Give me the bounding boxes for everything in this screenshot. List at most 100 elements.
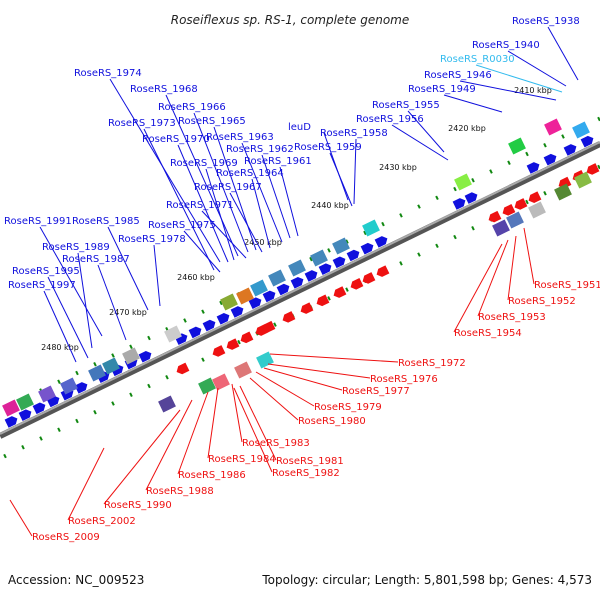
leader-line (97, 264, 127, 341)
forward-gene-arrow (580, 135, 594, 148)
leader-line (443, 94, 503, 113)
scale-dot (201, 309, 205, 314)
reverse-gene-arrow (558, 176, 572, 189)
reverse-gene-arrow (350, 277, 364, 290)
scale-dot (147, 335, 151, 341)
reverse-gene-label: RoseRS_2002 (68, 516, 136, 527)
leader-line (249, 377, 299, 421)
forward-gene-label: leuD (288, 122, 311, 133)
reverse-gene-arrow (282, 311, 296, 323)
scale-dot (75, 418, 79, 424)
scale-dot (219, 300, 223, 306)
forward-gene-label: RoseRS_1940 (472, 40, 540, 51)
leader-line (547, 26, 579, 81)
scale-dot (3, 453, 7, 459)
leader-line (261, 154, 291, 239)
leader-line (233, 387, 273, 473)
forward-gene-arrow (230, 306, 244, 318)
reverse-gene-arrow (376, 265, 390, 277)
forward-gene-arrow (216, 312, 230, 325)
forward-gene-label: RoseRS_1966 (158, 102, 226, 113)
forward-gene-label: RoseRS_1959 (294, 142, 362, 153)
reverse-gene-label: RoseRS_1972 (398, 358, 466, 369)
leader-line (241, 142, 283, 243)
reverse-gene-label: RoseRS_2009 (32, 532, 100, 543)
forward-gene-label: RoseRS_1967 (194, 182, 262, 193)
reverse-gene-arrow (300, 302, 314, 314)
forward-gene-label: RoseRS_1991 (4, 216, 72, 227)
forward-gene-label: RoseRS_1975 (148, 220, 216, 231)
forward-gene-arrow (563, 144, 577, 156)
scale-dot (327, 296, 331, 301)
leader-line (107, 226, 149, 311)
leader-line-layer (9, 26, 579, 537)
leader-line (193, 112, 249, 253)
scale-dot (129, 344, 133, 349)
reverse-gene-arrow (262, 320, 276, 333)
scale-dot (525, 199, 529, 205)
forward-gene-arrow (290, 276, 304, 289)
scale-dot (147, 383, 151, 389)
leader-line (507, 50, 567, 87)
forward-gene-arrow (318, 263, 332, 275)
gene-domain-block (310, 249, 328, 267)
scale-dot (417, 204, 421, 209)
scale-dot (453, 186, 457, 192)
gene-domain-block (362, 219, 380, 237)
leader-line (353, 138, 357, 205)
forward-gene-label: RoseRS_R0030 (440, 54, 515, 65)
scale-dot (183, 318, 187, 323)
gene-domain-block (492, 219, 510, 237)
forward-gene-label: RoseRS_1969 (170, 158, 238, 169)
forward-gene-arrow (262, 290, 276, 303)
leader-line (255, 371, 315, 407)
forward-gene-label: RoseRS_1973 (108, 118, 176, 129)
leader-line (279, 166, 299, 237)
leader-line (153, 244, 161, 307)
reverse-gene-arrow (212, 345, 226, 357)
scale-dot (93, 362, 97, 367)
leader-line (47, 276, 89, 359)
forward-gene-arrow (138, 350, 152, 363)
gene-domain-block (198, 377, 216, 395)
leader-line (239, 385, 277, 461)
forward-gene-label: RoseRS_1946 (424, 70, 492, 81)
scale-mark-label: 2480 kbp (41, 343, 79, 352)
scale-dot (93, 410, 97, 415)
reverse-gene-arrow (316, 294, 330, 307)
forward-gene-label: RoseRS_1938 (512, 16, 580, 27)
scale-dot (57, 427, 61, 433)
forward-gene-arrow (526, 162, 540, 174)
reverse-gene-label: RoseRS_1953 (478, 312, 546, 323)
reverse-gene-label: RoseRS_1977 (342, 386, 410, 397)
genome-summary-text: Topology: circular; Length: 5,801,598 bp… (262, 573, 592, 587)
reverse-gene-label: RoseRS_1952 (508, 296, 576, 307)
scale-mark-label: 2410 kbp (514, 86, 552, 95)
map-title: Roseiflexus sp. RS-1, complete genome (171, 13, 410, 27)
forward-gene-arrow (32, 402, 46, 415)
reverse-gene-label: RoseRS_1980 (298, 416, 366, 427)
leader-line (251, 178, 271, 249)
gene-domain-block (2, 399, 20, 417)
reverse-gene-label: RoseRS_1988 (146, 486, 214, 497)
forward-gene-label: RoseRS_1997 (8, 280, 76, 291)
gene-domain-block (38, 385, 56, 403)
forward-gene-arrow (304, 270, 318, 282)
scale-dot (75, 370, 79, 376)
scale-dot (507, 160, 511, 166)
forward-gene-arrow (248, 297, 262, 310)
forward-gene-label: RoseRS_1958 (320, 128, 388, 139)
leader-line (269, 353, 399, 363)
forward-gene-label: RoseRS_1985 (72, 216, 140, 227)
forward-gene-label: RoseRS_1978 (118, 234, 186, 245)
forward-gene-arrow (4, 416, 18, 428)
scale-dot (327, 248, 331, 253)
leader-line (145, 399, 193, 491)
reverse-gene-label: RoseRS_1982 (272, 468, 340, 479)
reverse-gene-arrow (176, 362, 190, 375)
gene-domain-block (212, 373, 230, 391)
forward-gene-arrow (543, 153, 557, 166)
gene-domain-block (250, 279, 268, 297)
scale-dot (129, 392, 133, 397)
scale-mark-label: 2450 kbp (244, 238, 282, 247)
